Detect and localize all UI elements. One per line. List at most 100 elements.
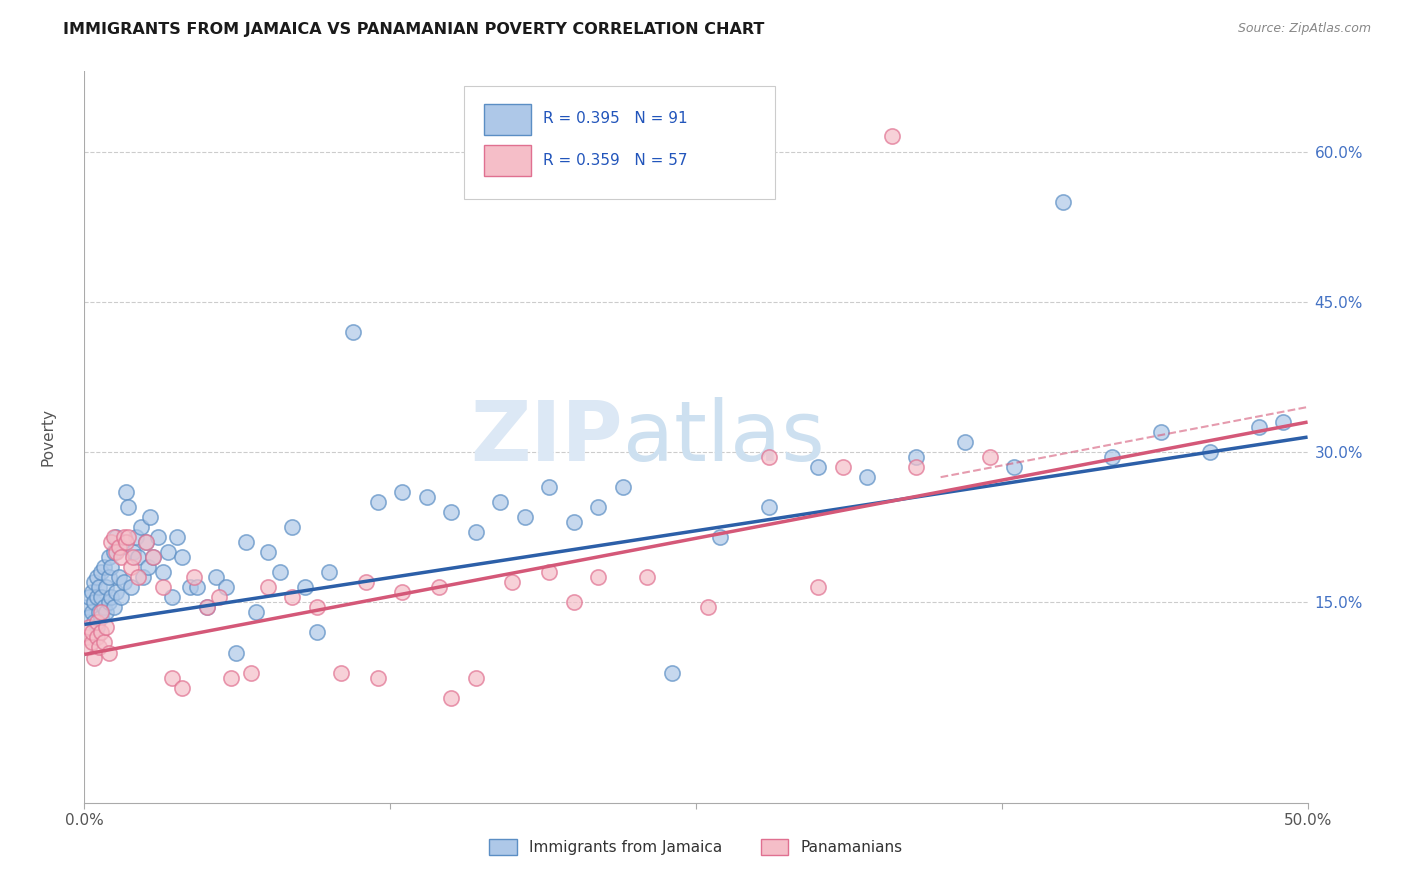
Point [953, 435, 976, 450]
Point [105, 585, 128, 599]
Point [76, 631, 98, 645]
Point [183, 570, 205, 584]
Point [172, 550, 194, 565]
FancyBboxPatch shape [484, 104, 531, 135]
Point [905, 460, 928, 475]
Point [122, 550, 145, 565]
Text: Source: ZipAtlas.com: Source: ZipAtlas.com [1237, 22, 1371, 36]
Text: Poverty: Poverty [41, 408, 55, 467]
Point [281, 591, 304, 605]
Point [87, 606, 110, 620]
Point [464, 671, 486, 685]
Point [83, 650, 105, 665]
Point [86, 570, 108, 584]
Point [502, 575, 524, 590]
Point [257, 580, 280, 594]
Point [636, 570, 658, 584]
Text: R = 0.359   N = 57: R = 0.359 N = 57 [543, 153, 688, 168]
Point [80, 606, 103, 620]
Point [807, 580, 830, 594]
Point [152, 580, 174, 594]
Point [257, 545, 280, 559]
Point [117, 500, 139, 515]
Point [205, 570, 228, 584]
Point [697, 600, 720, 615]
Point [122, 545, 145, 559]
Point [219, 671, 242, 685]
Point [162, 671, 184, 685]
Point [86, 591, 108, 605]
Point [115, 535, 138, 549]
Point [305, 600, 328, 615]
Point [139, 510, 162, 524]
Point [342, 325, 364, 339]
Point [208, 591, 231, 605]
Point [562, 595, 585, 609]
Point [93, 560, 115, 574]
Point [100, 535, 122, 549]
Point [831, 460, 853, 475]
Point [83, 615, 105, 630]
Point [152, 566, 174, 580]
Point [77, 591, 100, 605]
Point [1198, 445, 1220, 459]
Point [127, 550, 149, 565]
Point [239, 665, 262, 680]
Point [156, 545, 179, 559]
Point [80, 635, 103, 649]
Point [83, 575, 105, 590]
Point [103, 600, 125, 615]
Point [86, 615, 108, 630]
Point [110, 550, 132, 565]
Point [90, 625, 112, 640]
Point [905, 450, 928, 464]
Point [77, 610, 100, 624]
Point [281, 520, 304, 534]
Point [195, 600, 218, 615]
Point [1052, 194, 1074, 209]
Point [186, 580, 208, 594]
Point [97, 550, 120, 565]
Point [391, 585, 413, 599]
Point [132, 570, 155, 584]
Legend: Immigrants from Jamaica, Panamanians: Immigrants from Jamaica, Panamanians [484, 833, 908, 861]
Point [97, 595, 120, 609]
Point [225, 646, 247, 660]
Point [427, 580, 450, 594]
Text: atlas: atlas [623, 397, 824, 477]
Point [1002, 460, 1025, 475]
Point [367, 671, 389, 685]
Point [1150, 425, 1173, 439]
Point [96, 606, 118, 620]
Point [440, 505, 463, 519]
Point [120, 580, 142, 594]
Point [96, 580, 118, 594]
Point [136, 560, 159, 574]
Point [758, 500, 780, 515]
Point [179, 580, 201, 594]
Point [538, 566, 561, 580]
Point [120, 560, 142, 574]
Point [294, 580, 316, 594]
Point [97, 646, 120, 660]
Point [538, 480, 561, 494]
Point [1272, 415, 1295, 429]
Point [76, 600, 98, 615]
Point [80, 625, 103, 640]
Point [513, 510, 536, 524]
Point [166, 530, 188, 544]
Point [90, 591, 112, 605]
Point [979, 450, 1001, 464]
Point [83, 595, 105, 609]
Point [87, 640, 110, 655]
Point [100, 560, 122, 574]
Point [807, 460, 830, 475]
Point [125, 530, 148, 544]
Point [162, 591, 184, 605]
Point [489, 495, 512, 509]
Point [127, 570, 149, 584]
Point [245, 606, 267, 620]
Point [90, 566, 112, 580]
Point [235, 535, 257, 549]
Text: IMMIGRANTS FROM JAMAICA VS PANAMANIAN POVERTY CORRELATION CHART: IMMIGRANTS FROM JAMAICA VS PANAMANIAN PO… [63, 22, 765, 37]
